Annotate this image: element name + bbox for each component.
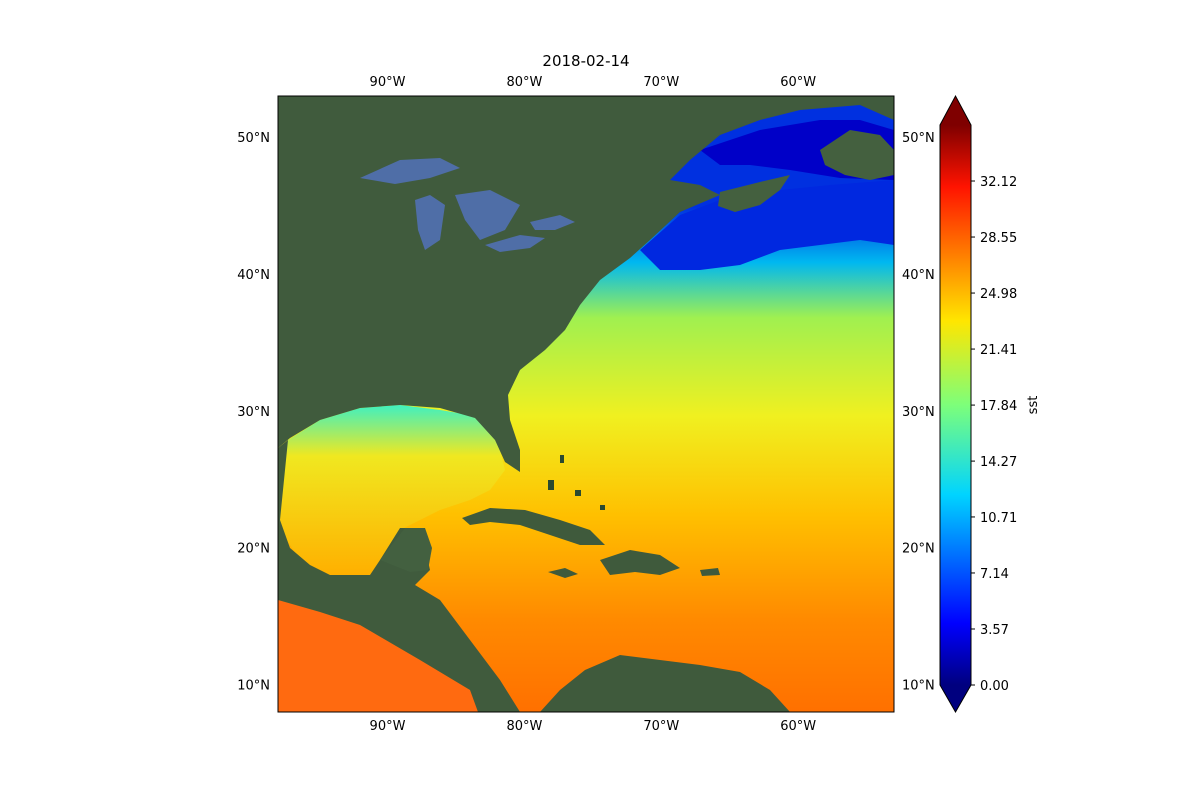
colorbar-tick-label: 7.14 [980, 567, 1009, 582]
colorbar-tick-label: 32.12 [980, 175, 1017, 190]
map-panel[interactable] [278, 96, 894, 712]
puerto-rico-land [700, 568, 720, 576]
colorbar-tick-label: 24.98 [980, 287, 1017, 302]
colorbar-tick-label: 21.41 [980, 343, 1017, 358]
lat-axis-left: 50°N 40°N 30°N 20°N 10°N [237, 131, 270, 694]
lon-tick-label-bottom: 70°W [643, 719, 679, 734]
lat-tick-label-left: 20°N [237, 542, 270, 557]
lat-tick-label-left: 40°N [237, 268, 270, 283]
map-frame [277, 95, 895, 713]
colorbar-tick-label: 0.00 [980, 679, 1009, 694]
colorbar-tick-label: 17.84 [980, 399, 1017, 414]
lat-tick-label-right: 50°N [902, 131, 935, 146]
lat-tick-label-left: 30°N [237, 405, 270, 420]
colorbar-label: sst [1026, 396, 1041, 415]
colorbar: 0.00 3.57 7.14 10.71 14.27 17.84 21.41 24.98 28.… [939, 94, 1041, 714]
lat-tick-label-left: 50°N [237, 131, 270, 146]
lat-tick-label-right: 10°N [902, 679, 935, 694]
lon-tick-label-bottom: 60°W [780, 719, 816, 734]
lon-tick-label-top: 80°W [506, 75, 542, 90]
newfoundland-land [820, 130, 894, 180]
colorbar-tick-label: 28.55 [980, 231, 1017, 246]
colorbar-tick-label: 3.57 [980, 623, 1009, 638]
cuba-land [462, 508, 605, 545]
south-america-land [540, 655, 790, 712]
lon-tick-label-bottom: 90°W [370, 719, 406, 734]
colorbar-ticks: 0.00 3.57 7.14 10.71 14.27 17.84 21.41 24.98 28.… [971, 175, 1017, 694]
lon-axis-bottom: 90°W 80°W 70°W 60°W [370, 719, 817, 734]
north-america-land [278, 96, 894, 472]
lat-tick-label-right: 30°N [902, 405, 935, 420]
map-title: 2018-02-14 [542, 52, 630, 70]
gulf-of-mexico [280, 405, 505, 575]
jamaica-land [548, 568, 578, 578]
pacific-warm-water [278, 600, 480, 712]
lat-tick-label-right: 40°N [902, 268, 935, 283]
colorbar-extend-max [940, 96, 971, 125]
lon-tick-label-top: 90°W [370, 75, 406, 90]
lon-axis-top: 90°W 80°W 70°W 60°W [370, 75, 817, 90]
hispaniola-land [600, 550, 680, 575]
colorbar-tick-label: 14.27 [980, 455, 1017, 470]
great-lakes [360, 158, 575, 252]
lon-tick-label-top: 60°W [780, 75, 816, 90]
lat-tick-label-right: 20°N [902, 542, 935, 557]
colorbar-tick-label: 10.71 [980, 511, 1017, 526]
lat-tick-label-left: 10°N [237, 679, 270, 694]
yucatan-land [380, 528, 432, 572]
cold-shelf-water [640, 180, 894, 270]
bahamas-islands [548, 455, 605, 510]
lon-tick-label-bottom: 80°W [506, 719, 542, 734]
colorbar-gradient [940, 125, 971, 685]
colorbar-extend-min [940, 685, 971, 712]
mexico-land [278, 440, 520, 712]
atlantic-canada-land [718, 175, 790, 212]
lon-tick-label-top: 70°W [643, 75, 679, 90]
lat-axis-right: 50°N 40°N 30°N 20°N 10°N [902, 131, 935, 694]
